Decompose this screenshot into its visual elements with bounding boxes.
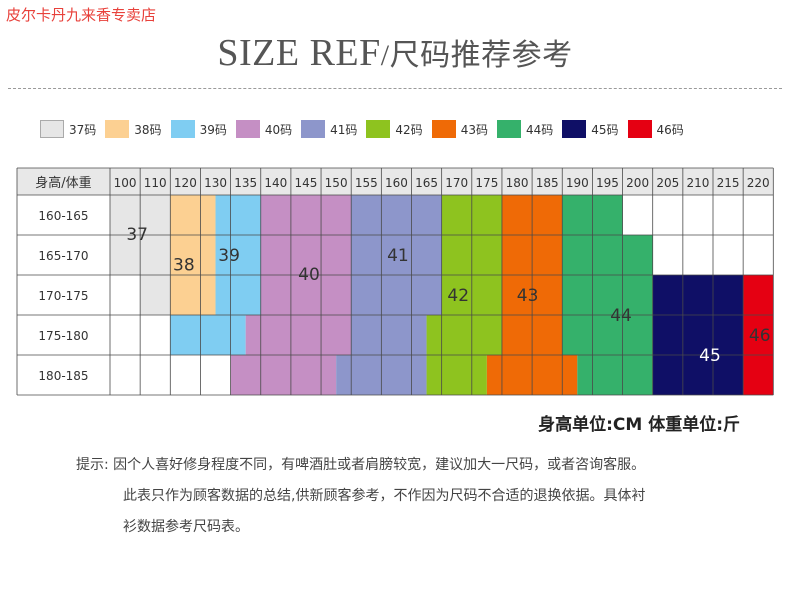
- legend-label: 37码: [69, 122, 97, 137]
- size-label-45: 45: [699, 346, 721, 366]
- weight-header-100: 100: [114, 176, 137, 190]
- size-block-39: [170, 315, 246, 355]
- size-label-37: 37: [126, 225, 148, 245]
- weight-header-140: 140: [264, 176, 287, 190]
- weight-header-160: 160: [385, 176, 408, 190]
- size-block-44: [562, 235, 653, 275]
- weight-header-210: 210: [686, 176, 709, 190]
- units-note: 身高单位:CM 体重单位:斤: [538, 415, 740, 435]
- size-block-42: [426, 355, 487, 395]
- size-block-37: [140, 195, 171, 315]
- tips-note: 提示: 因个人喜好修身程度不同，有啤酒肚或者肩膀较宽，建议加大一尺码，或者咨询客…: [76, 450, 786, 543]
- legend-label: 46码: [656, 122, 684, 137]
- tips-line-1: 因个人喜好修身程度不同，有啤酒肚或者肩膀较宽，建议加大一尺码，或者咨询客服。: [113, 457, 646, 473]
- size-block-45: [652, 275, 744, 395]
- legend-item-41码: 41码: [301, 120, 357, 138]
- legend-swatch: [105, 120, 130, 138]
- tips-prefix: 提示:: [76, 457, 109, 473]
- size-label-42: 42: [447, 286, 469, 306]
- legend-label: 40码: [264, 122, 293, 137]
- size-block-40: [260, 195, 352, 315]
- legend-swatch: [366, 120, 391, 138]
- size-block-40: [230, 355, 337, 395]
- size-block-44: [577, 355, 653, 395]
- dashed-divider: [8, 88, 782, 89]
- legend-item-42码: 42码: [366, 120, 423, 138]
- legend-swatch: [431, 120, 456, 138]
- size-block-41: [351, 195, 442, 315]
- legend-swatch: [496, 120, 521, 138]
- size-label-44: 44: [610, 306, 632, 326]
- legend-label: 38码: [134, 122, 162, 137]
- weight-header-215: 215: [717, 176, 740, 190]
- weight-header-170: 170: [445, 176, 468, 190]
- title-sub: /尺码推荐参考: [380, 39, 573, 72]
- weight-header-155: 155: [355, 176, 378, 190]
- size-block-46: [743, 275, 774, 395]
- legend-item-46码: 46码: [627, 120, 684, 138]
- size-label-41: 41: [387, 246, 409, 266]
- legend-label: 41码: [330, 122, 358, 137]
- size-label-40: 40: [298, 265, 320, 285]
- height-row-175-180: 175-180: [38, 329, 88, 343]
- weight-header-185: 185: [536, 176, 559, 190]
- legend-label: 39码: [199, 122, 227, 137]
- height-row-170-175: 170-175: [38, 289, 88, 303]
- size-label-46: 46: [749, 326, 771, 346]
- page-title: SIZE REF/尺码推荐参考: [0, 30, 790, 75]
- size-label-43: 43: [517, 286, 539, 306]
- header-row: [17, 168, 774, 195]
- weight-header-120: 120: [174, 176, 197, 190]
- weight-header-195: 195: [596, 176, 619, 190]
- legend-swatch: [562, 120, 587, 138]
- size-block-42: [426, 315, 502, 355]
- weight-header-175: 175: [475, 176, 498, 190]
- weight-header-135: 135: [234, 176, 257, 190]
- legend-label: 42码: [395, 122, 423, 137]
- legend-item-43码: 43码: [431, 120, 488, 138]
- size-legend: 37码 38码 39码 40码 41码 42码 43码 44码 45码 46码: [40, 118, 693, 140]
- weight-header-190: 190: [566, 176, 589, 190]
- height-row-165-170: 165-170: [38, 249, 88, 263]
- legend-item-39码: 39码: [170, 120, 227, 138]
- weight-header-165: 165: [415, 176, 438, 190]
- corner-header: 身高/体重: [35, 175, 91, 191]
- weight-header-180: 180: [506, 176, 529, 190]
- size-block-38: [170, 195, 216, 315]
- tips-line-2: 此表只作为顾客数据的总结,供新顾客参考，不作因为尺码不合适的退换依据。具体衬: [123, 488, 646, 504]
- legend-swatch: [170, 120, 195, 138]
- store-watermark: 皮尔卡丹九来香专卖店: [6, 6, 157, 24]
- title-main: SIZE REF: [217, 32, 381, 74]
- legend-swatch: [235, 120, 260, 138]
- height-row-180-185: 180-185: [38, 369, 88, 383]
- tips-line-3: 衫数据参考尺码表。: [123, 519, 249, 535]
- weight-header-150: 150: [325, 176, 348, 190]
- legend-swatch: [40, 120, 64, 138]
- size-label-39: 39: [218, 246, 240, 266]
- size-block-41: [351, 315, 427, 355]
- legend-label: 43码: [460, 122, 488, 137]
- legend-label: 45码: [591, 122, 619, 137]
- legend-item-38码: 38码: [105, 120, 162, 138]
- size-block-40: [245, 315, 352, 355]
- size-block-39: [215, 195, 261, 315]
- weight-header-200: 200: [626, 176, 649, 190]
- weight-header-130: 130: [204, 176, 227, 190]
- legend-item-44码: 44码: [496, 120, 554, 138]
- weight-header-110: 110: [144, 176, 167, 190]
- weight-header-205: 205: [656, 176, 679, 190]
- size-label-38: 38: [173, 256, 195, 276]
- legend-item-45码: 45码: [562, 120, 619, 138]
- legend-item-37码: 37码: [40, 120, 96, 138]
- weight-header-145: 145: [295, 176, 318, 190]
- height-row-160-165: 160-165: [38, 209, 88, 223]
- legend-item-40码: 40码: [235, 120, 293, 138]
- weight-header-220: 220: [747, 176, 770, 190]
- legend-swatch: [627, 120, 652, 138]
- legend-label: 44码: [525, 122, 554, 137]
- legend-swatch: [301, 120, 326, 138]
